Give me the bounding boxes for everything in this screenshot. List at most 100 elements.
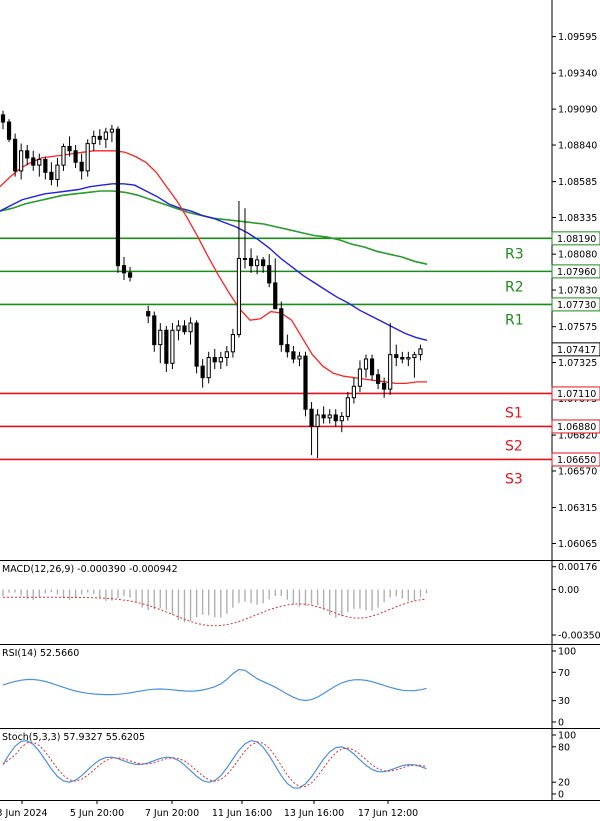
stoch-label: Stoch(5,3,3) 57.9327 55.6205 xyxy=(2,732,145,743)
level-price-box xyxy=(551,386,600,401)
candle-body xyxy=(363,358,369,370)
candle-body xyxy=(115,128,121,267)
candle-body xyxy=(152,315,157,346)
price-tick-label: 1.09340 xyxy=(558,69,597,80)
candle-body xyxy=(103,131,108,140)
price-tick-label: 1.07830 xyxy=(558,286,597,297)
rsi-tick-label: 30 xyxy=(558,696,570,707)
candle-body xyxy=(146,311,151,317)
candle-body xyxy=(351,385,356,399)
price-tick-label: 1.08335 xyxy=(558,213,597,224)
candle-body xyxy=(345,397,350,417)
candle-body xyxy=(412,354,417,359)
rsi-tick-label: 0 xyxy=(558,718,564,729)
candle-body xyxy=(236,257,242,336)
candle-body xyxy=(297,355,302,360)
price-axis: 1.09595 1.09340 1.09090 1.08840 1.08585 1.083… xyxy=(552,32,597,550)
time-tick-label: 13 Jun 16:00 xyxy=(284,808,344,819)
candle-body xyxy=(369,358,375,376)
stoch-tick-label: 80 xyxy=(558,742,570,753)
candle-body xyxy=(285,344,290,353)
candle-body xyxy=(13,138,18,172)
candle-body xyxy=(158,329,163,346)
stoch-tick-label: 0 xyxy=(558,790,564,801)
time-tick-label: 5 Jun 20:00 xyxy=(70,808,124,819)
candle-body xyxy=(200,365,205,379)
candle-body xyxy=(418,348,423,356)
ma-blue-line xyxy=(0,183,428,341)
candle-body xyxy=(37,158,42,166)
candle-body xyxy=(43,158,48,173)
level-name-label: R3 xyxy=(505,246,524,262)
level-price-label: 1.08190 xyxy=(557,234,596,245)
rsi-panel: RSI(14) 52.5660 100 70 30 0 xyxy=(2,647,576,729)
candle-body xyxy=(339,415,344,422)
candle-body xyxy=(255,259,260,267)
macd-panel: MACD(12,26,9) -0.000390 -0.000942 0.0017… xyxy=(2,562,600,641)
candle-body xyxy=(55,164,60,180)
candle-body xyxy=(357,368,363,387)
stoch-k-line xyxy=(2,740,427,789)
time-tick-label: 7 Jun 20:00 xyxy=(145,808,199,819)
moving-averages xyxy=(0,150,428,385)
price-tick-label: 1.07325 xyxy=(558,358,597,369)
candle-body xyxy=(85,143,90,172)
rsi-tick-label: 100 xyxy=(558,647,576,658)
candle-body xyxy=(188,322,193,333)
price-tick-label: 1.06065 xyxy=(558,539,597,550)
candlesticks xyxy=(0,110,423,459)
candle-body xyxy=(291,351,296,360)
candle-body xyxy=(127,272,133,278)
candle-body xyxy=(406,357,411,360)
level-price-label: 1.07960 xyxy=(557,267,596,278)
price-tick-label: 1.08585 xyxy=(558,177,597,188)
candle-body xyxy=(267,265,272,284)
price-tick-label: 1.06820 xyxy=(558,431,597,442)
candle-body xyxy=(6,121,12,140)
current-price-tag: 1.07417 xyxy=(551,342,600,357)
candle-body xyxy=(67,145,72,152)
price-tick-label: 1.08080 xyxy=(558,250,597,261)
candle-body xyxy=(25,150,30,159)
current-price-box xyxy=(551,342,600,357)
stoch-tick-label: 100 xyxy=(558,731,576,742)
candle-body xyxy=(321,414,326,419)
candle-body xyxy=(333,414,338,422)
time-tick-label: 11 Jun 16:00 xyxy=(212,808,272,819)
candle-body xyxy=(242,257,248,260)
candle-body xyxy=(376,374,381,384)
stoch-tick-label: 20 xyxy=(558,778,570,789)
candle-body xyxy=(170,329,175,364)
candle-body xyxy=(388,354,393,390)
macd-tick-label: 0.00 xyxy=(558,585,579,596)
candle-body xyxy=(327,414,332,419)
candle-body xyxy=(248,257,254,267)
time-tick-label: 3 Jun 2024 xyxy=(0,808,48,819)
level-price-box xyxy=(551,452,600,467)
rsi-label: RSI(14) 52.5660 xyxy=(2,648,79,659)
price-tick-label: 1.08840 xyxy=(558,141,597,152)
candle-body xyxy=(394,354,399,359)
level-name-label: R1 xyxy=(505,312,524,328)
macd-tick-label: 0.00176 xyxy=(558,562,597,573)
candle-body xyxy=(176,325,181,331)
time-tick-label: 17 Jun 12:00 xyxy=(358,808,418,819)
candle-body xyxy=(0,114,6,123)
candle-body xyxy=(303,355,308,410)
candle-body xyxy=(273,282,278,310)
level-price-label: 1.06650 xyxy=(557,455,596,466)
time-axis: 3 Jun 2024 5 Jun 20:00 7 Jun 20:00 11 Jun 1… xyxy=(0,800,418,819)
level-name-label: S3 xyxy=(505,471,523,487)
candle-body xyxy=(400,357,405,360)
level-price-box xyxy=(551,231,600,246)
level-price-label: 1.06880 xyxy=(557,422,596,433)
candle-body xyxy=(121,265,127,274)
candle-body xyxy=(315,414,320,427)
level-price-box xyxy=(551,419,600,434)
current-price-label: 1.07417 xyxy=(557,345,596,356)
level-name-label: S2 xyxy=(505,438,523,454)
candle-body xyxy=(194,322,199,367)
price-tick-label: 1.09090 xyxy=(558,105,597,116)
candle-body xyxy=(73,150,78,163)
